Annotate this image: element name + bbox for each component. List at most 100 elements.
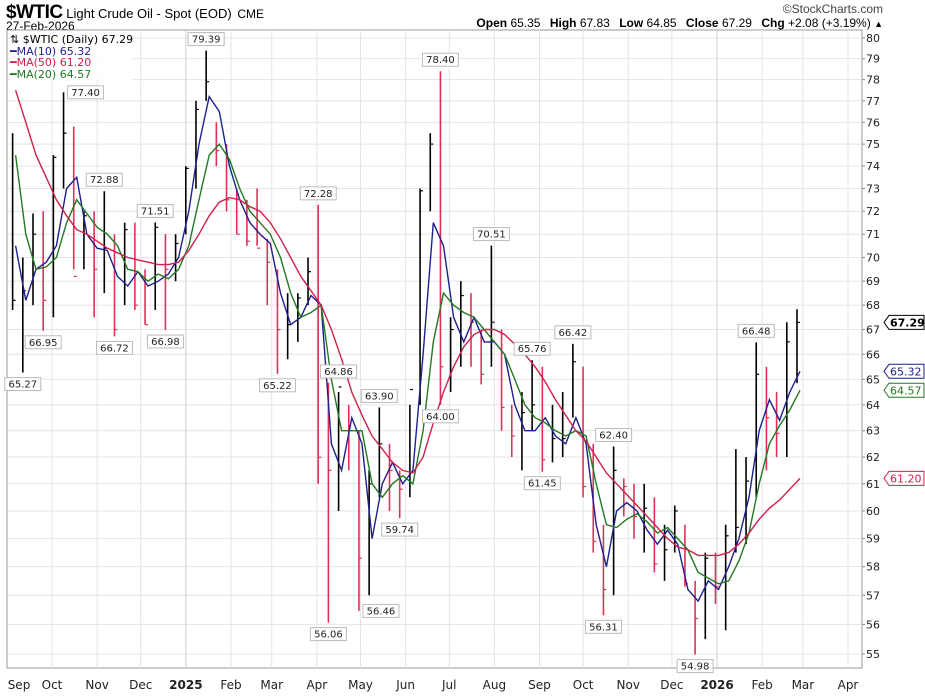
- annotation-box: [360, 388, 398, 403]
- y-tick-label: 59: [866, 533, 880, 546]
- annotation-box: [258, 378, 296, 393]
- legend-main: ⇅ $WTIC (Daily) 67.29: [10, 34, 133, 46]
- high-label: High: [549, 16, 577, 30]
- annotation-box: [513, 341, 551, 356]
- y-tick-label: 77: [866, 95, 880, 108]
- high-value: 67.83: [579, 16, 610, 30]
- y-tick-label: 69: [866, 275, 880, 288]
- annotation-box: [299, 186, 337, 201]
- annotation-box: [523, 476, 561, 491]
- x-tick-label: Aug: [483, 678, 506, 692]
- annotation-box: [309, 627, 347, 642]
- annotation-label: 78.40: [426, 55, 455, 66]
- annotation-label: 54.98: [681, 662, 710, 673]
- annotation-label: 65.76: [518, 344, 547, 355]
- y-tick-label: 62: [866, 451, 880, 464]
- chart-title: $WTIC Light Crude Oil - Spot (EOD) CME: [6, 2, 264, 24]
- y-tick-label: 80: [866, 32, 880, 45]
- legend-main-text: $WTIC (Daily) 67.29: [22, 33, 134, 46]
- annotation-label: 72.28: [304, 189, 333, 200]
- x-tick-label: Apr: [838, 678, 859, 692]
- annotation-box: [676, 659, 714, 674]
- x-tick-label: Nov: [617, 678, 640, 692]
- annotation-box: [737, 323, 775, 338]
- annotation-box: [136, 203, 174, 218]
- y-tick-label: 55: [866, 648, 880, 661]
- y-tick-label: 57: [866, 589, 880, 602]
- chg-value: +2.08 (+3.19%): [788, 16, 871, 30]
- x-tick-label: Apr: [306, 678, 327, 692]
- low-value: 64.85: [646, 16, 677, 30]
- annotation-label: 66.72: [100, 343, 129, 354]
- price-tag: [883, 382, 925, 398]
- symbol: $WTIC: [6, 2, 63, 23]
- y-tick-label: 73: [866, 183, 880, 196]
- y-tick-label: 67: [866, 324, 880, 337]
- x-tick-label: Oct: [42, 678, 63, 692]
- annotation-label: 70.51: [477, 230, 506, 241]
- y-tick-label: 58: [866, 561, 880, 574]
- instrument-name: Light Crude Oil - Spot (EOD): [66, 6, 232, 21]
- y-tick-label: 71: [866, 228, 880, 241]
- legend-ma20: ━MA(20) 64.57: [10, 67, 92, 81]
- y-tick-label: 74: [866, 160, 880, 173]
- x-tick-label: 2026: [700, 678, 733, 692]
- x-tick-label: Mar: [260, 678, 283, 692]
- y-tick-label: 70: [866, 252, 880, 265]
- annotation-box: [24, 335, 62, 350]
- y-tick-label: 78: [866, 74, 880, 87]
- annotation-label: 61.45: [528, 479, 557, 490]
- price-tag-label: 65.32: [890, 365, 922, 378]
- chg-label: Chg: [761, 16, 785, 30]
- annotation-label: 59.74: [385, 525, 414, 536]
- stockcharts-watermark: ©StockCharts.com: [782, 2, 883, 16]
- legend-ma10: ━MA(10) 65.32: [10, 44, 92, 58]
- annotation-box: [85, 172, 123, 187]
- x-tick-label: Mar: [792, 678, 815, 692]
- x-tick-label: Sep: [528, 678, 551, 692]
- annotation-label: 63.90: [365, 391, 394, 402]
- legend-ma50-text: MA(50) 61.20: [16, 56, 92, 69]
- annotation-box: [67, 85, 105, 100]
- plot-frame: [6, 29, 863, 669]
- annotation-label: 72.88: [90, 175, 119, 186]
- y-tick-label: 72: [866, 205, 880, 218]
- y-tick-label: 79: [866, 53, 880, 66]
- annotation-box: [554, 325, 592, 340]
- annotation-label: 62.40: [599, 430, 628, 441]
- annotation-label: 77.40: [71, 88, 100, 99]
- annotation-box: [4, 377, 42, 392]
- chart-legend: ⇅ $WTIC (Daily) 67.29 ━MA(10) 65.32 ━MA(…: [10, 34, 134, 81]
- y-tick-label: 76: [866, 116, 880, 129]
- ma-line-ma20: [14, 142, 801, 585]
- annotation-label: 66.48: [742, 326, 771, 337]
- price-tag-label: 64.57: [890, 384, 922, 397]
- annotation-box: [421, 409, 459, 424]
- x-tick-label: Sep: [8, 678, 31, 692]
- quote-summary: Open 65.35 High 67.83 Low 64.85 Close 67…: [476, 16, 883, 30]
- x-tick-label: Jul: [441, 678, 456, 692]
- price-tag: [883, 363, 925, 379]
- annotation-box: [421, 52, 459, 67]
- chart-type-icon: ⇅: [10, 33, 20, 46]
- y-tick-label: 60: [866, 505, 880, 518]
- up-triangle-icon: ▲: [874, 19, 883, 29]
- annotation-box: [472, 227, 510, 242]
- exchange: CME: [237, 7, 264, 21]
- annotation-box: [187, 32, 225, 47]
- y-tick-label: 68: [866, 299, 880, 312]
- ma-line-ma50: [14, 89, 801, 557]
- annotation-label: 66.95: [29, 338, 58, 349]
- y-tick-label: 66: [866, 348, 880, 361]
- annotation-label: 56.46: [367, 606, 396, 617]
- legend-ma50: ━MA(50) 61.20: [10, 56, 92, 69]
- ma-line-ma10: [14, 94, 801, 603]
- price-tag: [883, 470, 925, 486]
- y-tick-label: 75: [866, 138, 880, 151]
- low-label: Low: [619, 16, 644, 30]
- y-tick-label: 64: [866, 399, 880, 412]
- legend-ma20-text: MA(20) 64.57: [16, 67, 92, 81]
- annotation-box: [320, 364, 358, 379]
- annotation-box: [146, 334, 184, 349]
